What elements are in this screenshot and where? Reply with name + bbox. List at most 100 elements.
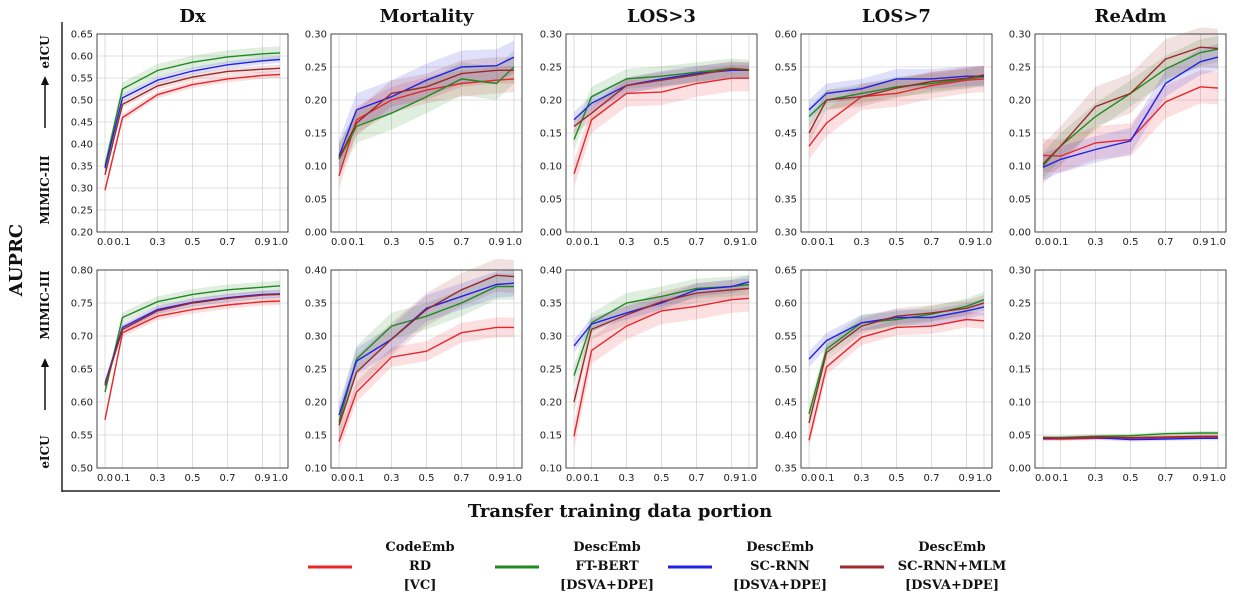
series-4-band (339, 57, 514, 172)
y-tick-label: 0.30 (775, 228, 797, 239)
x-tick-label: 0.9 (489, 473, 505, 484)
series-2-band (574, 58, 749, 150)
series-2-band (574, 274, 749, 386)
panel-r2-c2: 0.10 0.15 0.20 0.25 0.30 0.35 0.40 0.0 0.1 0.3 0.5… (305, 258, 523, 484)
y-tick-label: 0.55 (775, 63, 797, 74)
x-tick-label: 0.0 (1035, 237, 1051, 248)
y-tick-label: 0.25 (1009, 299, 1031, 310)
row-2-top-label: MIMIC-III (38, 270, 52, 340)
x-tick-label: 0.1 (1053, 473, 1069, 484)
series-4-band (574, 278, 749, 412)
legend-label: CodeEmb (385, 540, 454, 555)
panel-frame (565, 33, 758, 233)
y-tick-label: 0.40 (71, 140, 93, 151)
series-4-line (1042, 46, 1219, 165)
x-tick-label: 0.1 (819, 473, 835, 484)
series-2-band (1043, 36, 1218, 180)
series-4-line (808, 302, 985, 424)
y-tick-label: 0.75 (71, 299, 93, 310)
y-tick-label: 0.25 (305, 365, 327, 376)
x-tick-label: 1.0 (272, 473, 288, 484)
y-tick-label: 0.30 (305, 30, 327, 41)
y-tick-label: 0.05 (1009, 431, 1031, 442)
panel-title: Dx (179, 6, 206, 27)
panel-r2-c3: 0.10 0.15 0.20 0.25 0.30 0.35 0.40 0.0 0.1 0.3 0.5… (540, 266, 758, 484)
row-1-arrow (41, 76, 49, 128)
y-tick-label: 0.30 (1009, 266, 1031, 277)
series-4-band (105, 64, 280, 179)
x-tick-label: 0.3 (1088, 473, 1104, 484)
series-3-line (338, 282, 515, 416)
series-2-band (105, 46, 280, 173)
series-3-band (574, 62, 749, 128)
row-1-bottom-label: MIMIC-III (38, 155, 52, 225)
series-1-line (104, 73, 281, 191)
x-tick-label: 1.0 (272, 237, 288, 248)
x-tick-label: 1.0 (506, 237, 522, 248)
x-tick-label: 0.5 (889, 473, 905, 484)
y-tick-label: 0.55 (775, 332, 797, 343)
y-tick-label: 0.50 (71, 96, 93, 107)
y-tick-label: 0.35 (71, 162, 93, 173)
series-4-line (338, 274, 515, 426)
y-tick-label: 0.50 (71, 464, 93, 475)
y-tick-label: 0.50 (775, 96, 797, 107)
x-tick-label: 0.0 (801, 473, 817, 484)
series-1-line (338, 78, 515, 177)
y-axis-label: AUPRC (6, 224, 27, 297)
x-tick-label: 0.0 (566, 473, 582, 484)
y-tick-label: 0.15 (1009, 129, 1031, 140)
plot-panels: 0.20 0.25 0.30 0.35 0.40 0.45 0.50 0.55 0.60 0.65… (71, 27, 1227, 484)
y-tick-label: 0.15 (540, 431, 562, 442)
y-tick-label: 0.00 (1009, 228, 1031, 239)
y-tick-label: 0.25 (540, 63, 562, 74)
y-tick-label: 0.45 (71, 118, 93, 129)
y-tick-label: 0.10 (305, 162, 327, 173)
legend-label: [DSVA+DPE] (905, 578, 999, 593)
x-tick-label: 0.5 (654, 473, 670, 484)
panel-frame (800, 33, 993, 233)
row-2-arrow (41, 358, 49, 410)
x-tick-label: 0.9 (489, 237, 505, 248)
y-tick-label: 0.55 (71, 431, 93, 442)
y-tick-label: 0.25 (305, 63, 327, 74)
y-tick-label: 0.80 (71, 266, 93, 277)
y-tick-label: 0.65 (71, 365, 93, 376)
x-tick-label: 0.9 (724, 237, 740, 248)
legend-label: SC-RNN (750, 559, 810, 574)
x-tick-label: 0.7 (454, 473, 470, 484)
x-tick-label: 0.3 (619, 237, 635, 248)
x-tick-label: 1.0 (506, 473, 522, 484)
y-tick-label: 0.10 (1009, 162, 1031, 173)
y-tick-label: 0.35 (540, 299, 562, 310)
series-2-band (339, 273, 514, 435)
x-tick-label: 0.0 (1035, 473, 1051, 484)
series-2-band (339, 50, 514, 176)
y-tick-label: 0.15 (305, 431, 327, 442)
legend-entry-3: DescEmb SC-RNN [DSVA+DPE] (668, 540, 827, 593)
y-tick-label: 0.20 (1009, 96, 1031, 107)
panel-r2-c1: 0.50 0.55 0.60 0.65 0.70 0.75 0.80 0.0 0.1 0.3 0.5… (71, 266, 289, 484)
legend: CodeEmbRD[VC]DescEmbFT-BERT[DSVA+DPE]Des… (308, 540, 1006, 593)
legend-label: DescEmb (746, 540, 814, 555)
y-tick-label: 0.65 (775, 266, 797, 277)
x-tick-label: 0.7 (1158, 237, 1174, 248)
series-1-band (339, 317, 514, 452)
x-tick-label: 0.7 (689, 237, 705, 248)
y-tick-label: 0.10 (1009, 398, 1031, 409)
x-tick-label: 0.7 (220, 473, 236, 484)
y-tick-label: 0.30 (1009, 30, 1031, 41)
y-tick-label: 0.10 (540, 162, 562, 173)
series-1-band (574, 65, 749, 188)
panel-r1-c5: 0.00 0.05 0.10 0.15 0.20 0.25 0.30 0.0 0.1 0.3 0.5… (1009, 27, 1227, 248)
y-tick-label: 0.05 (540, 195, 562, 206)
series-2-band (105, 280, 280, 398)
legend-label: [VC] (404, 578, 437, 593)
x-tick-label: 0.9 (255, 473, 271, 484)
y-tick-label: 0.20 (1009, 332, 1031, 343)
series-2-line (104, 285, 281, 393)
y-tick-label: 0.30 (540, 30, 562, 41)
x-tick-label: 1.0 (976, 237, 992, 248)
y-tick-label: 0.60 (71, 398, 93, 409)
